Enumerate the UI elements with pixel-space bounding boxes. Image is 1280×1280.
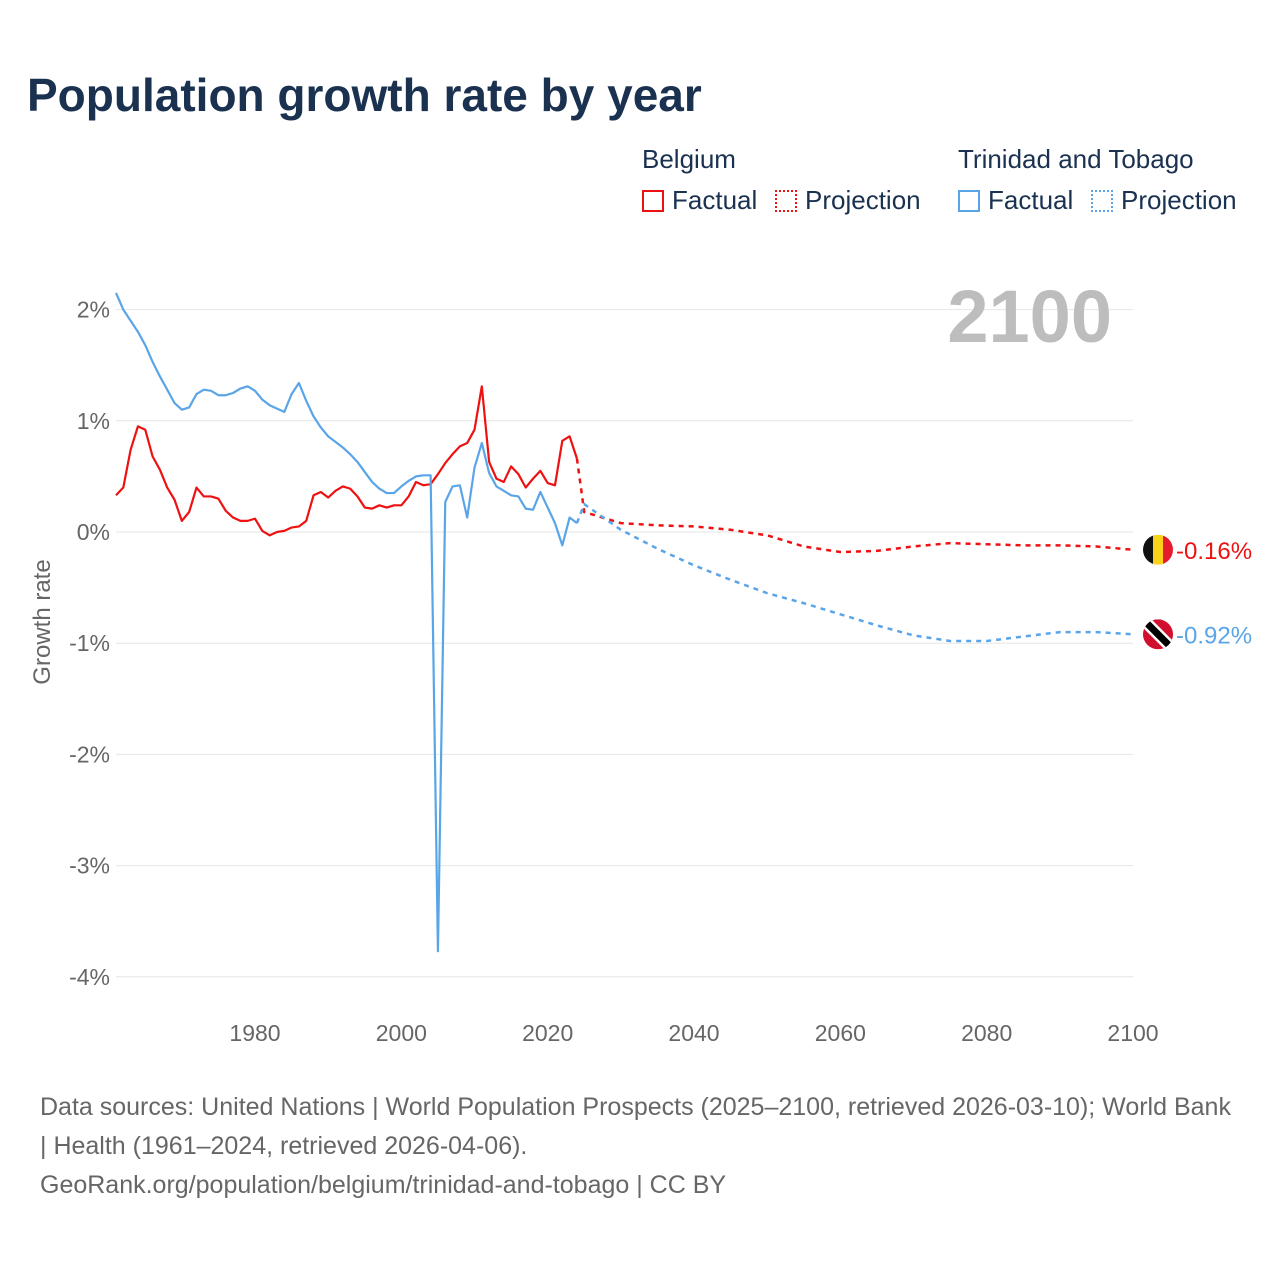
legend-belgium-projection[interactable]: Projection [775,185,921,216]
legend-label: Factual [988,185,1074,215]
flag-stripe [1153,534,1163,565]
belgium-flag-icon [1143,534,1173,565]
footer: Data sources: United Nations | World Pop… [40,1088,1240,1205]
x-tick-label: 2060 [815,1020,866,1046]
data-sources: Data sources: United Nations | World Pop… [40,1093,1231,1160]
x-tick-label: 2000 [376,1020,427,1046]
legend-belgium-factual[interactable]: Factual [642,185,757,216]
flag-stripes [1143,619,1173,650]
y-tick-label: -4% [69,964,110,990]
legend-label: Factual [672,185,758,215]
legend-group-trinidad: Trinidad and Tobago [958,144,1194,174]
legend-label: Projection [1121,185,1237,215]
legend-trinidad-factual[interactable]: Factual [958,185,1073,216]
x-tick-label: 2020 [522,1020,573,1046]
y-tick-label: -3% [69,853,110,879]
series-line-factual [114,292,578,953]
legend-group-belgium: Belgium [642,144,736,174]
trinidad-flag-icon [1143,619,1173,650]
x-tick-label: 2080 [961,1020,1012,1046]
series-line-factual [115,385,578,537]
chart-title: Population growth rate by year [27,69,702,121]
flag-stripes [1143,534,1173,565]
flag-stripe [1143,534,1153,565]
factual-swatch-icon [958,190,980,212]
y-tick-label: -1% [69,630,110,656]
year-watermark: 2100 [947,275,1112,358]
end-value-label: -0.92% [1176,622,1252,649]
y-tick-label: 2% [77,297,110,323]
legend-label: Projection [805,185,921,215]
projection-swatch-icon [775,190,797,212]
factual-swatch-icon [642,190,664,212]
series-line-projection [575,458,1134,554]
end-value-label: -0.16% [1176,538,1252,565]
legend-trinidad-projection[interactable]: Projection [1091,185,1237,216]
y-tick-label: 0% [77,519,110,545]
series-line-projection [575,502,1134,643]
y-axis-label: Growth rate [29,559,56,684]
flag-band [1143,619,1173,650]
x-tick-label: 1980 [229,1020,280,1046]
y-tick-label: -2% [69,741,110,767]
x-tick-label: 2100 [1107,1020,1158,1046]
flag-stripe [1163,534,1173,565]
y-tick-label: 1% [77,408,110,434]
source-link[interactable]: GeoRank.org/population/belgium/trinidad-… [40,1171,727,1199]
x-tick-label: 2040 [668,1020,719,1046]
projection-swatch-icon [1091,190,1113,212]
